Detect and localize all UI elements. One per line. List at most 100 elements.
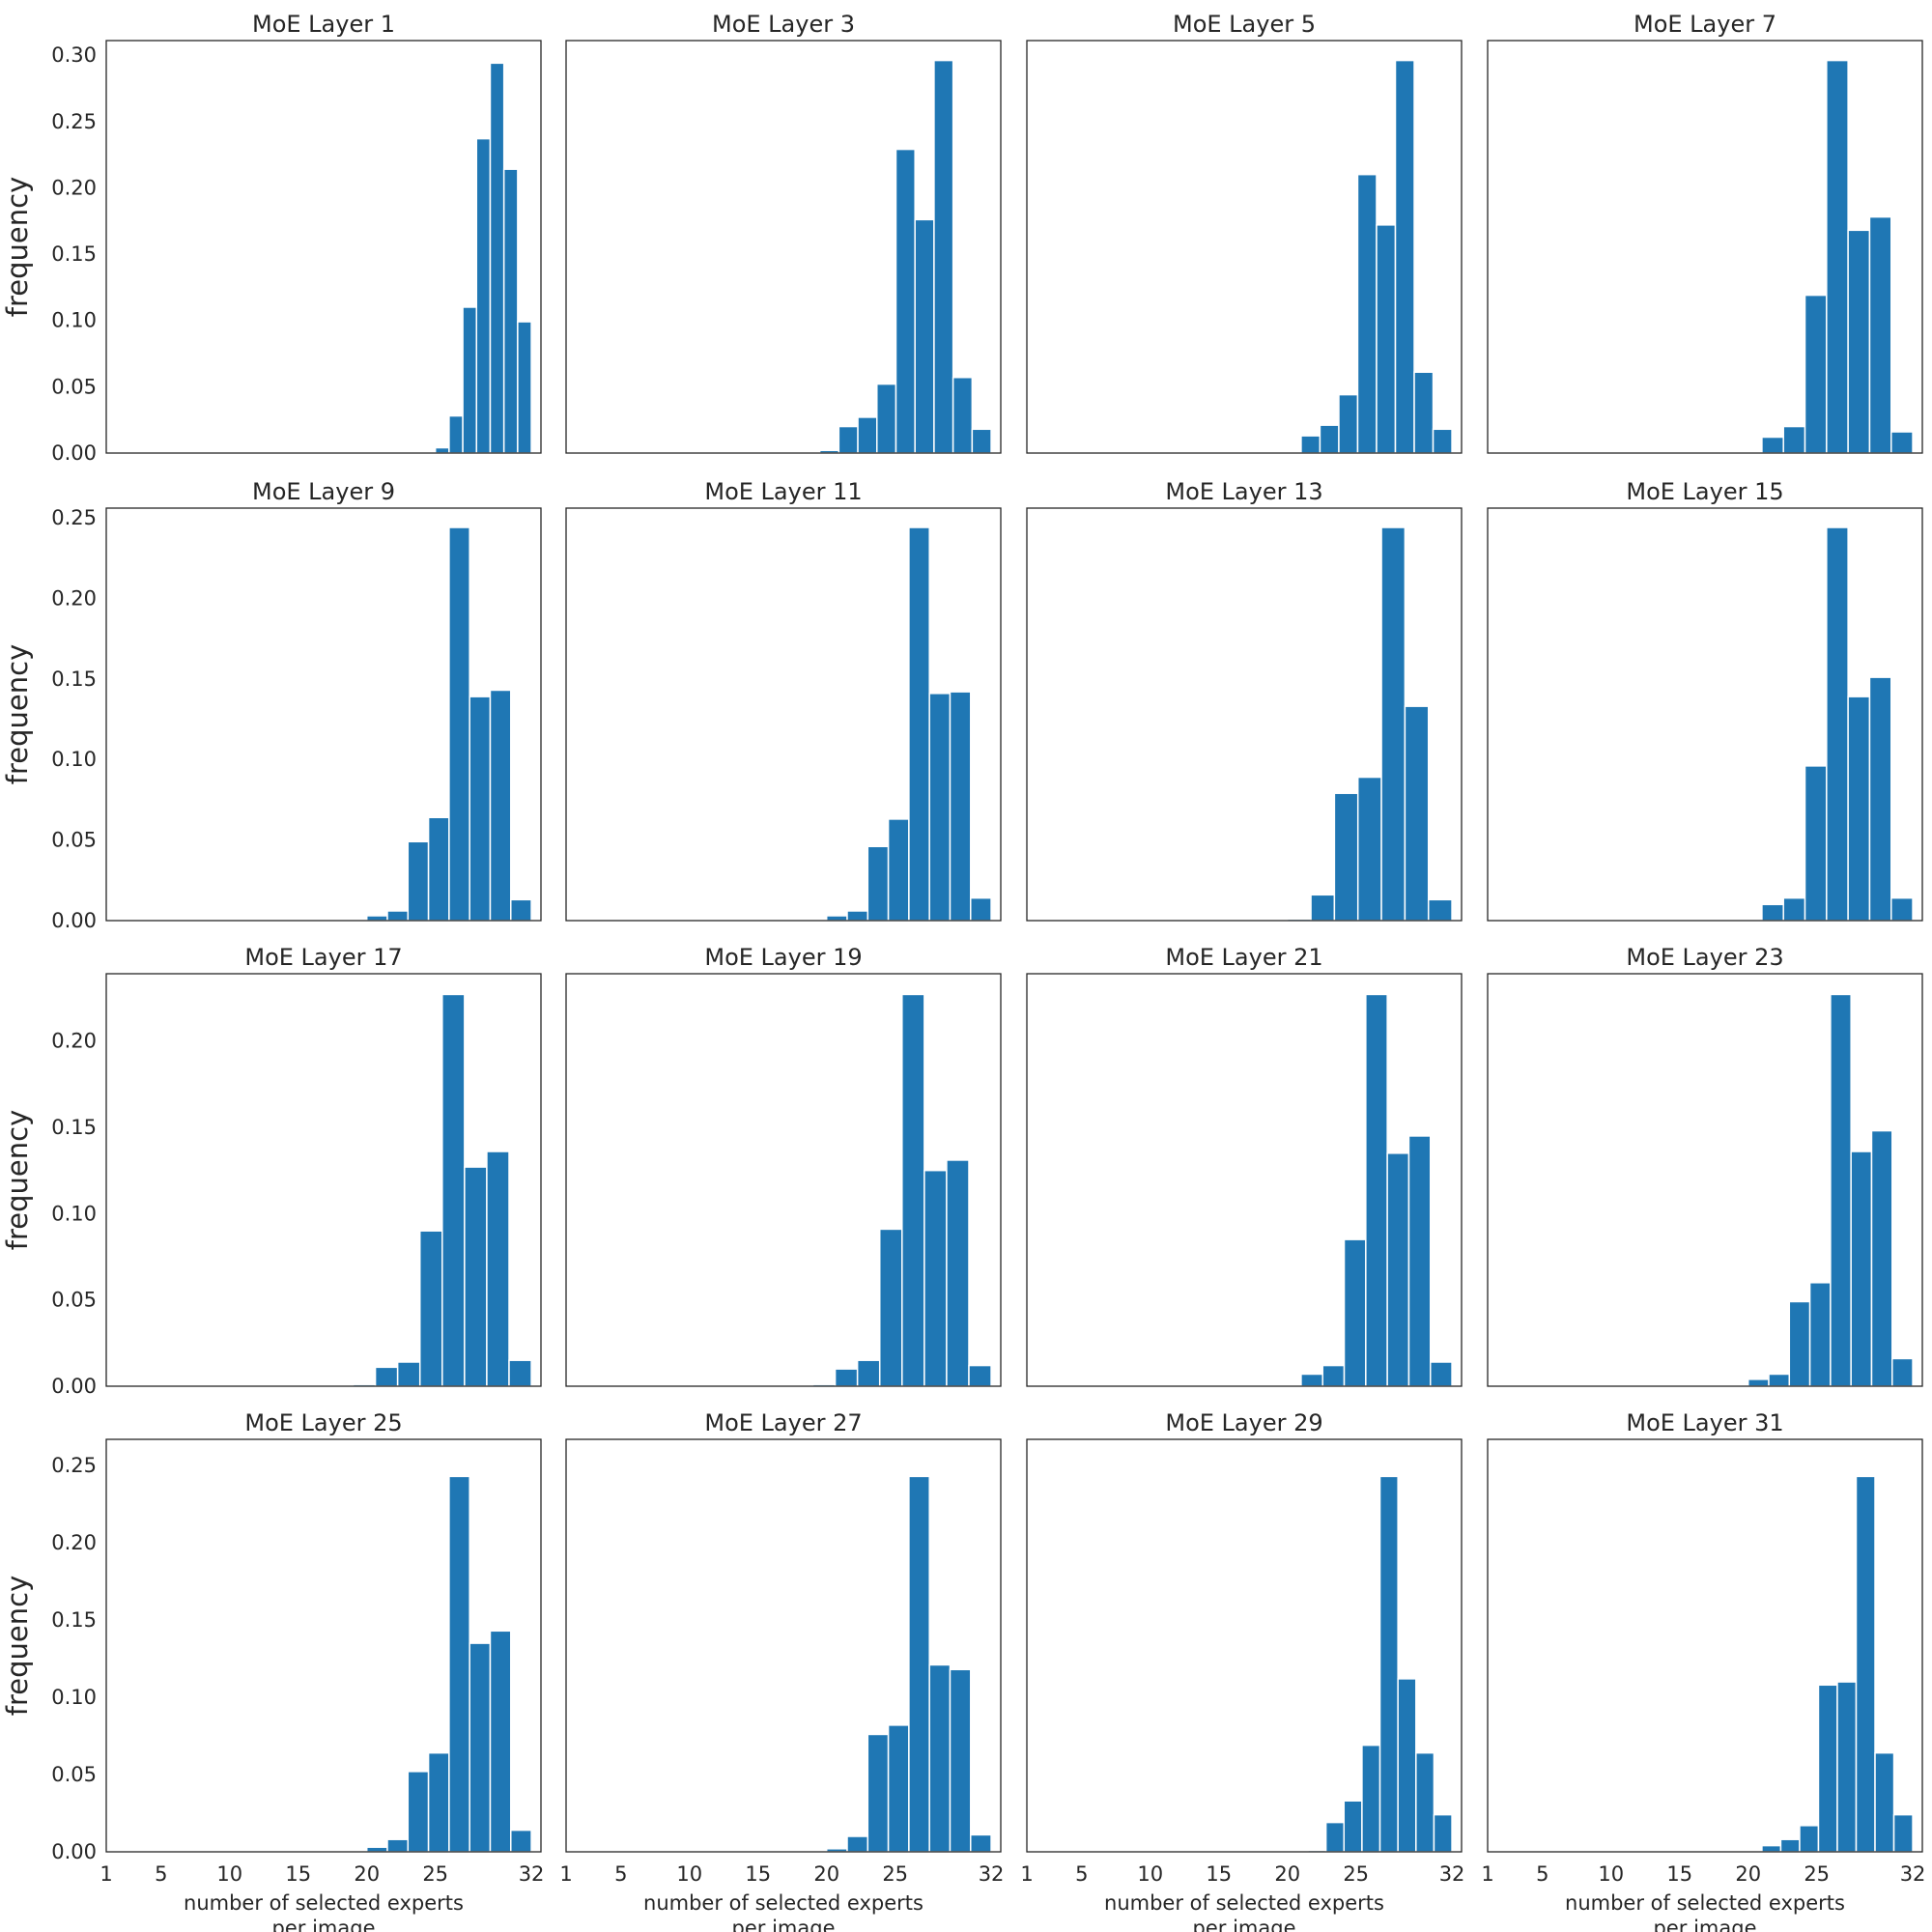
histogram-bar (1361, 1744, 1381, 1853)
subplot-title: MoE Layer 7 (1634, 11, 1776, 38)
subplot-13: MoE Layer 25 0.00 0.05 0.10 0.15 0.20 0.25 freq… (1, 1409, 544, 1932)
histogram-bar (502, 168, 519, 454)
histogram-bar (1333, 792, 1359, 922)
x-tick-label: 32 (979, 1862, 1005, 1886)
histogram-bar (1356, 173, 1378, 454)
histogram-bar (374, 1366, 399, 1387)
histogram-bar (1761, 1844, 1782, 1853)
histogram-bar (1394, 59, 1415, 454)
histogram-bar (517, 321, 532, 454)
histogram-bar (971, 428, 992, 454)
y-axis-label: frequency (1, 177, 34, 317)
y-tick-label: 0.00 (51, 441, 97, 465)
histogram-bar (489, 689, 512, 922)
histogram-bar (908, 1475, 930, 1853)
subplot-1: MoE Layer 1 0.00 0.05 0.10 0.15 0.20 0.25 0.30 f… (1, 11, 542, 465)
histogram-bar (1782, 896, 1806, 922)
x-tick-label: 1 (1020, 1862, 1033, 1886)
histogram-bar (1310, 894, 1336, 922)
x-tick-label: 15 (285, 1862, 311, 1886)
histogram-bar (867, 845, 890, 922)
histogram-bar (510, 898, 532, 922)
histogram-bar (464, 1166, 488, 1387)
x-tick-label: 1 (1481, 1862, 1493, 1886)
axes-frame (1026, 40, 1463, 454)
histogram-bar (895, 148, 916, 454)
y-tick-label: 0.15 (51, 1116, 97, 1139)
x-tick-label: 10 (1598, 1862, 1624, 1886)
y-tick-label: 0.00 (51, 909, 97, 932)
subplot-4: MoE Layer 7 (1487, 11, 1923, 454)
y-tick-label: 0.15 (51, 242, 97, 266)
axes-frame (565, 507, 1002, 922)
histogram-bar (1836, 1681, 1858, 1853)
histogram-bar (1847, 229, 1871, 454)
y-tick-label: 0.00 (51, 1840, 97, 1863)
x-tick-label: 5 (155, 1862, 167, 1886)
histogram-bar (1768, 1373, 1791, 1387)
subplot-title: MoE Layer 21 (1165, 944, 1322, 971)
histogram-bar (1321, 1364, 1346, 1387)
histogram-bar (1300, 435, 1321, 454)
x-tick-label: 15 (1666, 1862, 1692, 1886)
x-tick-label: 5 (1536, 1862, 1548, 1886)
histogram-bar (1870, 1129, 1893, 1387)
y-tick-label: 0.10 (51, 748, 97, 771)
x-tick-label: 25 (1804, 1862, 1830, 1886)
histogram-bar (878, 1228, 903, 1387)
histogram-bar (1338, 393, 1359, 454)
histogram-bar (1850, 1151, 1873, 1387)
axes-frame (105, 40, 542, 454)
histogram-bar (1404, 705, 1430, 922)
histogram-bar (407, 1771, 430, 1853)
histogram-bar (1826, 59, 1849, 454)
histogram-bar (1343, 1238, 1367, 1387)
x-tick-label: 25 (1343, 1862, 1369, 1886)
histogram-bar (1427, 898, 1453, 922)
histogram-bar (1761, 436, 1784, 454)
histogram-bar (838, 425, 859, 454)
histogram-bar (434, 446, 450, 454)
y-tick-label: 0.10 (51, 1202, 97, 1225)
subplot-title: MoE Layer 15 (1626, 478, 1783, 505)
x-axis-label: number of selected experts per image (1565, 1891, 1845, 1932)
histogram-bar (1892, 1813, 1914, 1853)
histogram-bar (1855, 1475, 1876, 1853)
subplot-title: MoE Layer 23 (1626, 944, 1783, 971)
histogram-bar (1808, 1282, 1832, 1387)
histogram-bar (834, 1368, 859, 1387)
axes-frame (1487, 40, 1923, 454)
histogram-bar (1432, 428, 1453, 454)
histogram-bar (1804, 294, 1828, 454)
subplot-5: MoE Layer 9 0.00 0.05 0.10 0.15 0.20 0.25 frequ… (1, 478, 542, 932)
histogram-bar (475, 137, 492, 454)
histogram-bar (365, 915, 388, 922)
axes-frame (565, 40, 1002, 454)
histogram-bar (857, 416, 878, 454)
histogram-bar (928, 693, 952, 922)
histogram-bar (1356, 776, 1382, 922)
histogram-bar (508, 1359, 532, 1387)
subplot-title: MoE Layer 3 (712, 11, 855, 38)
subplot-title: MoE Layer 25 (244, 1409, 402, 1436)
histogram-bar (1397, 1678, 1417, 1853)
subplot-11: MoE Layer 21 (1026, 944, 1463, 1387)
subplot-7: MoE Layer 13 (1026, 478, 1463, 922)
subplot-title: MoE Layer 13 (1165, 478, 1322, 505)
x-tick-label: 32 (1900, 1862, 1926, 1886)
histogram-bar (1874, 1751, 1895, 1853)
subplot-title: MoE Layer 5 (1173, 11, 1316, 38)
x-tick-label: 20 (1735, 1862, 1761, 1886)
subplot-2: MoE Layer 3 (565, 11, 1002, 454)
y-tick-label: 0.05 (51, 829, 97, 852)
histogram-bar (489, 62, 505, 454)
x-axis-label: number of selected experts per image (643, 1891, 923, 1932)
histogram-bar (427, 816, 450, 922)
subplot-title: MoE Layer 29 (1165, 1409, 1322, 1436)
x-tick-label: 5 (614, 1862, 627, 1886)
histogram-bar (1430, 1361, 1453, 1387)
histogram-bar (968, 1364, 992, 1387)
y-tick-label: 0.10 (51, 1686, 97, 1709)
